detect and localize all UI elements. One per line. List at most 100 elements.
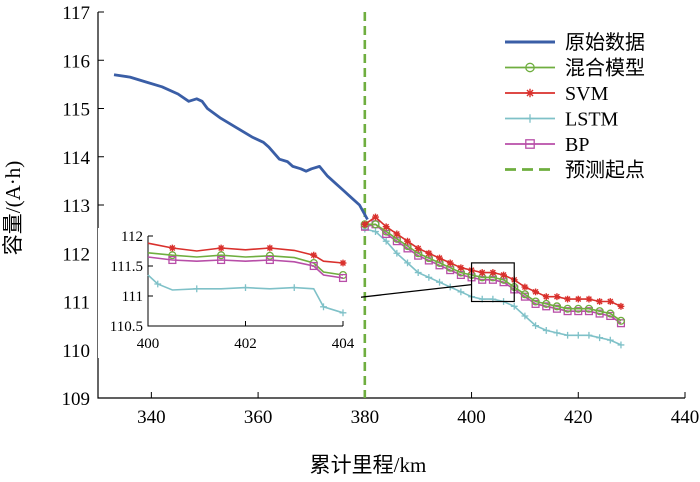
legend-label: LSTM xyxy=(565,109,619,131)
inset-y-tick-label: 111.5 xyxy=(110,259,143,275)
inset-series-2-line xyxy=(147,242,344,264)
series-1-point xyxy=(595,307,604,316)
series-3-point xyxy=(510,302,518,310)
series-4-point xyxy=(563,307,572,316)
x-tick-label: 440 xyxy=(671,407,700,428)
inset-series-4-line xyxy=(147,256,344,279)
y-tick-label: 115 xyxy=(62,100,90,121)
main-plot-area: 340 360 380 400 420 440 109 110 111 112 113 114 115 1… xyxy=(62,3,700,428)
series-2-point xyxy=(574,295,582,303)
series-1-point xyxy=(574,304,583,313)
series-0-line xyxy=(113,73,369,221)
y-tick-label: 113 xyxy=(62,196,90,217)
inset-series-1-line xyxy=(147,252,344,276)
inset-x-tick-label: 400 xyxy=(137,336,160,352)
series-2-point xyxy=(489,269,497,276)
series-2-point xyxy=(414,245,422,252)
series-1-point xyxy=(616,316,626,325)
inset-y-tick-label: 110.5 xyxy=(110,319,143,335)
series-4-point xyxy=(446,266,455,275)
series-4-point xyxy=(478,275,487,284)
series-3-point xyxy=(542,327,550,334)
x-axis-title: 累计里程/km xyxy=(310,453,427,477)
y-tick-label: 111 xyxy=(63,293,90,314)
series-3-point xyxy=(596,334,604,342)
series-3-point xyxy=(372,228,379,235)
inset-series-1-point xyxy=(168,251,177,260)
legend-label: 原始数据 xyxy=(565,31,645,54)
inset-series-4-group xyxy=(147,255,348,283)
inset-series-4-point xyxy=(217,255,226,265)
series-4-line xyxy=(364,223,622,324)
legend-label: 混合模型 xyxy=(565,57,645,80)
series-2-point xyxy=(617,302,625,310)
series-3-point xyxy=(457,288,465,296)
series-4-point xyxy=(584,307,593,316)
y-tick-label: 112 xyxy=(62,244,90,265)
inset-series-3-point xyxy=(242,284,249,291)
series-3-point xyxy=(382,237,390,245)
series-4-point xyxy=(574,307,583,316)
series-3-point xyxy=(564,331,571,339)
legend-item: SVM xyxy=(505,83,609,105)
inset-series-1-point xyxy=(265,251,274,260)
legend-item: 原始数据 xyxy=(505,31,645,54)
inset-series-4-point xyxy=(265,255,274,265)
y-tick-label: 110 xyxy=(62,341,90,362)
x-tick-label: 420 xyxy=(564,407,593,428)
series-2-point xyxy=(521,283,529,291)
y-tick-label: 114 xyxy=(62,148,90,169)
series-4-point xyxy=(456,270,465,280)
series-3-point xyxy=(606,336,614,344)
series-1-point xyxy=(552,302,561,311)
inset-series-3-point xyxy=(193,285,201,293)
x-tick-label: 340 xyxy=(137,407,166,428)
series-2-point xyxy=(446,259,454,267)
y-tick-label: 116 xyxy=(62,51,90,72)
legend-swatch-marker xyxy=(525,139,535,149)
inset-series-2-point xyxy=(266,244,274,252)
inset-series-2-point xyxy=(217,244,225,252)
series-0-group xyxy=(113,73,369,221)
inset-x-tick-label: 402 xyxy=(234,336,257,352)
series-2-point xyxy=(478,269,486,276)
series-1-point xyxy=(606,309,615,318)
series-3-group xyxy=(361,225,625,349)
inset-y-tick-label: 111 xyxy=(122,289,143,305)
series-2-point xyxy=(553,293,561,301)
series-1-point xyxy=(531,297,540,306)
series-4-point xyxy=(552,304,561,313)
series-2-point xyxy=(532,288,539,296)
series-2-point xyxy=(436,254,443,262)
inset-series-2-point xyxy=(310,251,318,259)
series-2-point xyxy=(606,298,614,305)
series-3-point xyxy=(404,259,411,267)
inset-series-4-point xyxy=(309,261,318,271)
inset-series-2-point xyxy=(339,259,347,267)
x-tick-label: 380 xyxy=(351,407,380,428)
series-1-point xyxy=(371,220,380,229)
inset-series-3-group xyxy=(147,274,347,317)
series-2-point xyxy=(564,295,571,303)
series-3-point xyxy=(553,329,561,337)
inset-background xyxy=(98,228,361,358)
series-1-point xyxy=(584,304,593,313)
inset-series-2-point xyxy=(168,244,176,252)
series-2-point xyxy=(542,293,550,301)
series-2-point xyxy=(404,237,411,245)
series-3-point xyxy=(436,278,443,286)
series-2-point xyxy=(372,213,379,221)
inset-series-2-group xyxy=(147,242,347,267)
series-2-point xyxy=(585,295,593,303)
series-3-point xyxy=(393,249,401,257)
series-3-point xyxy=(414,269,422,276)
series-1-point xyxy=(563,304,572,313)
series-3-point xyxy=(574,331,582,339)
series-1-point xyxy=(542,299,551,308)
inset-series-3-point xyxy=(339,309,347,317)
inset-plot-area: 400 402 404 110.5 111 111.5 112 xyxy=(98,228,361,358)
x-tick-label: 400 xyxy=(457,407,486,428)
series-3-point xyxy=(585,331,593,339)
series-2-point xyxy=(457,264,465,272)
